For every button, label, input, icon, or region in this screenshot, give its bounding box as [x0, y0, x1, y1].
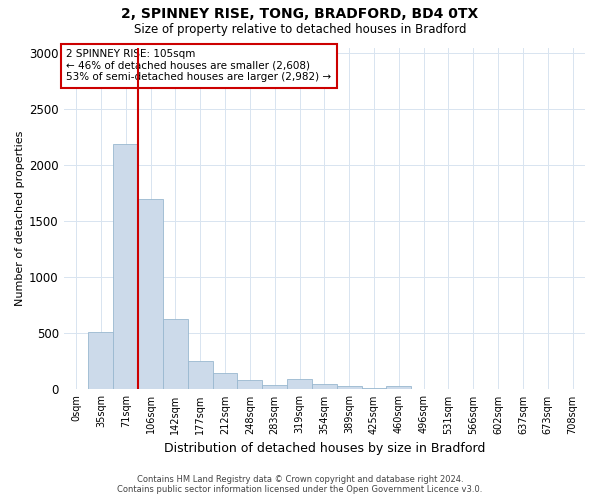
Bar: [64, 389, 88, 390]
Bar: [386, 386, 411, 390]
Bar: [113, 144, 138, 390]
Bar: [188, 361, 212, 390]
Text: Size of property relative to detached houses in Bradford: Size of property relative to detached ho…: [134, 22, 466, 36]
X-axis label: Distribution of detached houses by size in Bradford: Distribution of detached houses by size …: [164, 442, 485, 455]
Text: 2, SPINNEY RISE, TONG, BRADFORD, BD4 0TX: 2, SPINNEY RISE, TONG, BRADFORD, BD4 0TX: [121, 8, 479, 22]
Bar: [88, 332, 113, 390]
Bar: [362, 388, 386, 390]
Y-axis label: Number of detached properties: Number of detached properties: [15, 131, 25, 306]
Bar: [262, 385, 287, 390]
Text: Contains HM Land Registry data © Crown copyright and database right 2024.
Contai: Contains HM Land Registry data © Crown c…: [118, 474, 482, 494]
Bar: [138, 199, 163, 390]
Bar: [312, 384, 337, 390]
Bar: [337, 386, 362, 390]
Bar: [287, 380, 312, 390]
Text: 2 SPINNEY RISE: 105sqm
← 46% of detached houses are smaller (2,608)
53% of semi-: 2 SPINNEY RISE: 105sqm ← 46% of detached…: [66, 49, 331, 82]
Bar: [411, 389, 436, 390]
Bar: [163, 319, 188, 390]
Bar: [212, 372, 238, 390]
Bar: [238, 380, 262, 390]
